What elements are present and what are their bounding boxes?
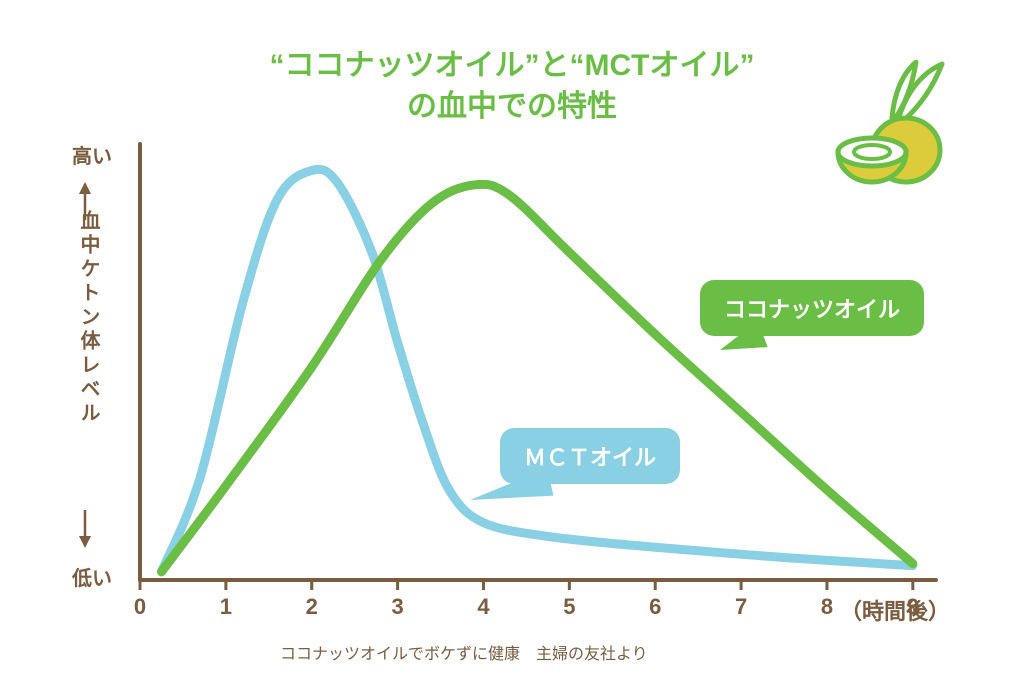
x-axis-unit: （時間後）	[840, 594, 950, 626]
x-tick-label: 1	[220, 594, 232, 620]
source-credit: ココナッツオイルでボケずに健康 主婦の友社より	[280, 640, 648, 664]
x-tick-label: 5	[563, 594, 575, 620]
callout-coconut-label: ココナッツオイル	[724, 297, 900, 322]
x-tick-label: 8	[821, 594, 833, 620]
x-tick-label: 0	[134, 594, 146, 620]
callout-mct-label: ＭＣＴオイル	[524, 445, 656, 470]
x-tick-label: 6	[649, 594, 661, 620]
coconut-icon	[820, 60, 960, 190]
x-tick-label: 3	[391, 594, 403, 620]
x-tick-label: 7	[735, 594, 747, 620]
x-tick-label: 2	[306, 594, 318, 620]
callout-coconut: ココナッツオイル	[700, 280, 924, 336]
callout-mct: ＭＣＴオイル	[500, 428, 680, 484]
x-tick-label: 4	[477, 594, 489, 620]
